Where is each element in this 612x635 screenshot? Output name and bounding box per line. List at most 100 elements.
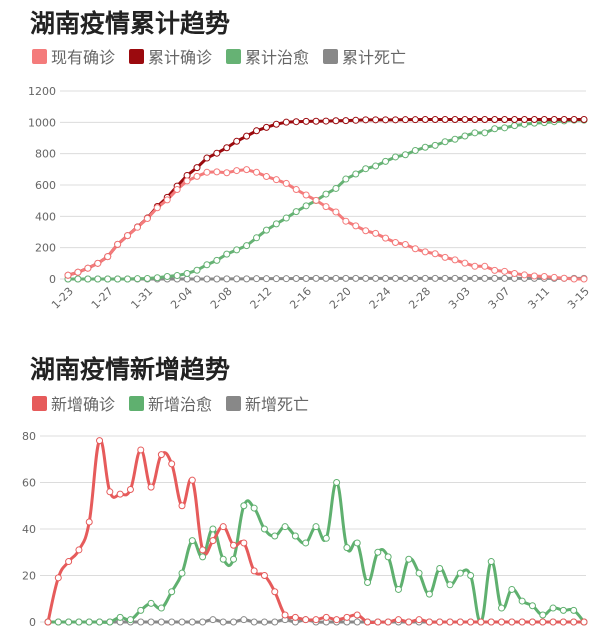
series-line: [46, 438, 584, 625]
data-point: [511, 116, 519, 124]
legend-item-new-cured[interactable]: 新增治愈: [129, 391, 212, 415]
data-point: [199, 618, 207, 626]
y-tick-label: 0: [29, 616, 36, 629]
data-point: [272, 176, 280, 184]
data-point: [382, 274, 390, 282]
data-point: [219, 555, 227, 563]
data-point: [183, 177, 191, 185]
legend-item-new-deaths[interactable]: 新增死亡: [226, 391, 309, 415]
legend-swatch: [226, 48, 242, 64]
data-point: [133, 275, 141, 283]
data-point: [405, 618, 413, 626]
data-point: [253, 234, 261, 242]
data-point: [250, 618, 258, 626]
data-point: [451, 135, 459, 143]
data-point: [54, 574, 62, 582]
data-point: [282, 179, 290, 187]
legend-item-existing[interactable]: 现有确诊: [32, 44, 115, 68]
data-point: [213, 149, 221, 157]
data-point: [178, 569, 186, 577]
data-point: [219, 618, 227, 626]
data-point: [243, 166, 251, 174]
data-point: [352, 222, 360, 230]
data-point: [401, 151, 409, 159]
data-point: [560, 274, 568, 282]
data-point: [209, 616, 217, 624]
chart1-legend: 现有确诊 累计确诊 累计治愈 累计死亡: [32, 44, 406, 68]
data-point: [85, 518, 93, 526]
data-point: [501, 116, 509, 124]
data-point: [559, 618, 567, 626]
data-point: [178, 618, 186, 626]
data-point: [461, 274, 469, 282]
data-point: [550, 273, 558, 281]
legend-item-new-confirmed[interactable]: 新增确诊: [32, 391, 115, 415]
data-point: [157, 451, 165, 459]
data-point: [64, 271, 72, 279]
data-point: [498, 618, 506, 626]
data-point: [362, 165, 370, 173]
data-point: [353, 539, 361, 547]
data-point: [75, 546, 83, 554]
y-tick-label: 600: [35, 179, 56, 192]
legend-item-confirmed[interactable]: 累计确诊: [129, 44, 212, 68]
data-point: [508, 585, 516, 593]
data-point: [441, 274, 449, 282]
data-point: [168, 460, 176, 468]
data-point: [441, 138, 449, 146]
legend-item-deaths[interactable]: 累计死亡: [323, 44, 406, 68]
data-point: [96, 618, 104, 626]
data-point: [94, 259, 102, 267]
data-point: [157, 604, 165, 612]
data-point: [272, 220, 280, 228]
data-point: [559, 606, 567, 614]
data-point: [203, 261, 211, 269]
data-point: [203, 275, 211, 283]
data-point: [147, 618, 155, 626]
chart2-legend: 新增确诊 新增治愈 新增死亡: [32, 391, 309, 415]
data-point: [362, 227, 370, 235]
data-point: [382, 116, 390, 124]
data-point: [302, 202, 310, 210]
data-point: [540, 116, 548, 124]
data-point: [332, 274, 340, 282]
data-point: [262, 123, 270, 131]
data-point: [560, 116, 568, 124]
legend-label: 新增治愈: [148, 395, 213, 414]
data-point: [539, 618, 547, 626]
data-point: [411, 245, 419, 253]
data-point: [487, 618, 495, 626]
data-point: [143, 215, 151, 223]
data-point: [104, 253, 112, 261]
data-point: [230, 618, 238, 626]
chart1-title: 湖南疫情累计趋势: [30, 9, 231, 38]
data-point: [431, 116, 439, 124]
data-point: [193, 275, 201, 283]
data-point: [391, 238, 399, 246]
legend-item-cured[interactable]: 累计治愈: [226, 44, 309, 68]
data-point: [143, 275, 151, 283]
data-point: [471, 262, 479, 270]
data-point: [133, 223, 141, 231]
data-point: [394, 616, 402, 624]
data-point: [333, 479, 341, 486]
data-point: [518, 597, 526, 605]
data-point: [243, 132, 251, 140]
data-point: [302, 539, 310, 547]
data-point: [203, 168, 211, 176]
data-point: [281, 611, 289, 619]
data-point: [384, 553, 392, 561]
data-point: [96, 437, 104, 445]
data-point: [421, 143, 429, 151]
data-point: [213, 256, 221, 264]
data-point: [203, 154, 211, 162]
data-point: [570, 606, 578, 614]
data-point: [312, 523, 320, 531]
data-point: [282, 214, 290, 222]
legend-label: 累计确诊: [148, 48, 213, 67]
data-point: [223, 275, 231, 283]
legend-swatch: [129, 48, 145, 64]
data-point: [441, 253, 449, 261]
data-point: [550, 116, 558, 124]
data-point: [250, 504, 258, 512]
